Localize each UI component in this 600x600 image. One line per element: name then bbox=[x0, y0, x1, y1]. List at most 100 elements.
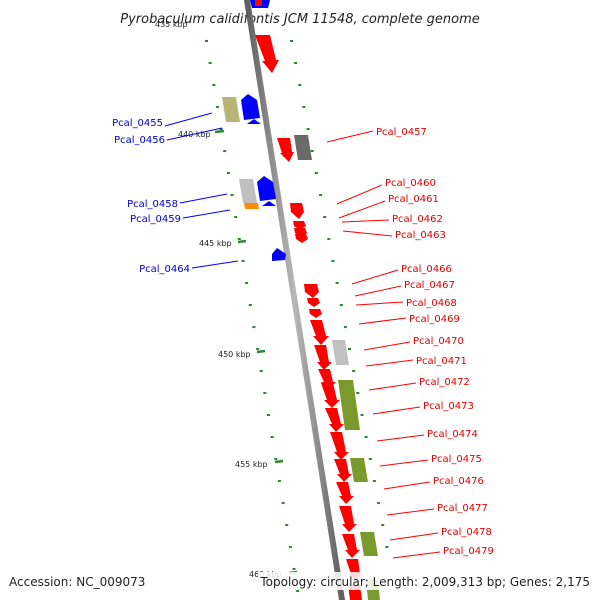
ruler-dot bbox=[319, 194, 322, 196]
label-line-pcal-0455 bbox=[164, 112, 213, 127]
ruler-dot bbox=[219, 128, 223, 130]
gene-label-pcal-0463[interactable]: Pcal_0463 bbox=[395, 230, 446, 241]
map-title: Pyrobaculum calidifontis JCM 11548, comp… bbox=[120, 12, 480, 27]
gene-label-pcal-0458[interactable]: Pcal_0458 bbox=[127, 199, 178, 210]
ruler-dot bbox=[335, 282, 339, 284]
gene-label-pcal-0466[interactable]: Pcal_0466 bbox=[401, 264, 452, 275]
label-line-pcal-0473 bbox=[372, 406, 421, 415]
ruler-dot bbox=[372, 480, 376, 482]
ruler-dot bbox=[212, 84, 216, 86]
ruler-dot bbox=[234, 216, 238, 218]
ruler-dot bbox=[288, 546, 292, 548]
gene-label-pcal-0473[interactable]: Pcal_0473 bbox=[423, 401, 474, 412]
ruler-dot bbox=[302, 106, 306, 108]
gene-gray-left[interactable] bbox=[239, 179, 257, 203]
ruler-dot bbox=[368, 458, 372, 460]
gene-label-pcal-0459[interactable]: Pcal_0459 bbox=[130, 214, 181, 225]
gene-pcal-0466[interactable] bbox=[304, 284, 319, 298]
tick-label-435: 435 kbp bbox=[155, 20, 188, 29]
ruler-dot bbox=[381, 524, 385, 526]
tick-mark-450 bbox=[256, 349, 266, 354]
gene-pcal-0457[interactable] bbox=[277, 138, 294, 162]
gene-label-pcal-0471[interactable]: Pcal_0471 bbox=[416, 356, 467, 367]
gene-pcal-0477[interactable] bbox=[339, 506, 357, 532]
label-line-pcal-0476 bbox=[383, 481, 431, 490]
ruler-dot bbox=[323, 216, 327, 218]
gene-pcal-0468[interactable] bbox=[309, 309, 322, 318]
gene-pcal-0460[interactable] bbox=[290, 203, 304, 219]
gene-pcal-0464[interactable] bbox=[272, 248, 286, 261]
gene-label-pcal-0461[interactable]: Pcal_0461 bbox=[388, 194, 439, 205]
gene-pcal-0459[interactable] bbox=[244, 203, 259, 209]
label-line-pcal-0467 bbox=[354, 285, 402, 297]
gene-pcal-0456[interactable] bbox=[241, 94, 260, 120]
gene-label-pcal-0479[interactable]: Pcal_0479 bbox=[443, 546, 494, 557]
gene-label-pcal-0457[interactable]: Pcal_0457 bbox=[376, 127, 427, 138]
gene-pcal-0461[interactable] bbox=[293, 221, 306, 230]
gene-pcal-0474[interactable] bbox=[330, 432, 349, 460]
ruler-dot bbox=[348, 348, 351, 350]
genome-backbone bbox=[244, 0, 345, 600]
gene-pcal-0473[interactable] bbox=[325, 408, 344, 432]
gene-red-435[interactable] bbox=[255, 35, 279, 73]
label-line-pcal-0470 bbox=[363, 341, 411, 351]
gene-label-pcal-0472[interactable]: Pcal_0472 bbox=[419, 377, 470, 388]
ruler-dot bbox=[331, 260, 335, 262]
label-line-pcal-0456 bbox=[166, 127, 223, 141]
gene-pcal-0472-olive[interactable] bbox=[338, 380, 360, 430]
gene-label-pcal-0467[interactable]: Pcal_0467 bbox=[404, 280, 455, 291]
label-line-pcal-0461 bbox=[338, 200, 386, 219]
label-line-pcal-0469 bbox=[358, 317, 407, 325]
ruler-dot bbox=[245, 282, 249, 284]
gene-label-pcal-0460[interactable]: Pcal_0460 bbox=[385, 178, 436, 189]
tick-label-450: 450 kbp bbox=[218, 350, 251, 359]
ruler-dot bbox=[314, 172, 318, 174]
ruler-dot bbox=[356, 392, 360, 394]
ruler-dot bbox=[343, 326, 347, 328]
gene-label-pcal-0478[interactable]: Pcal_0478 bbox=[441, 527, 492, 538]
gene-label-pcal-0469[interactable]: Pcal_0469 bbox=[409, 314, 460, 325]
label-line-pcal-0457 bbox=[326, 130, 374, 143]
gene-pcal-0472[interactable] bbox=[321, 383, 340, 408]
label-line-pcal-0460 bbox=[336, 184, 383, 205]
gene-pcal-0476[interactable] bbox=[336, 482, 354, 504]
ruler-dot bbox=[306, 128, 310, 130]
gene-label-pcal-0456[interactable]: Pcal_0456 bbox=[114, 135, 165, 146]
gene-label-pcal-0462[interactable]: Pcal_0462 bbox=[392, 214, 443, 225]
gene-pcal-0470-gray[interactable] bbox=[332, 340, 349, 365]
gene-label-pcal-0464[interactable]: Pcal_0464 bbox=[139, 264, 190, 275]
gene-label-pcal-0475[interactable]: Pcal_0475 bbox=[431, 454, 482, 465]
gene-pcal-0475-olive[interactable] bbox=[350, 458, 368, 482]
gene-label-pcal-0468[interactable]: Pcal_0468 bbox=[406, 298, 457, 309]
gene-pcal-0455[interactable] bbox=[222, 97, 240, 122]
ruler-dot bbox=[252, 326, 256, 328]
gene-pcal-0467[interactable] bbox=[307, 298, 320, 307]
label-line-pcal-0463 bbox=[342, 230, 393, 237]
label-line-pcal-0478 bbox=[389, 532, 439, 541]
ruler-dot bbox=[290, 40, 293, 42]
gene-label-pcal-0470[interactable]: Pcal_0470 bbox=[413, 336, 464, 347]
gene-label-pcal-0455[interactable]: Pcal_0455 bbox=[112, 118, 163, 129]
gene-label-pcal-0477[interactable]: Pcal_0477 bbox=[437, 503, 488, 514]
gene-pcal-0463[interactable] bbox=[295, 234, 308, 243]
label-line-pcal-0468 bbox=[355, 301, 404, 306]
ruler-dot bbox=[208, 62, 212, 64]
footer-summary: Topology: circular; Length: 2,009,313 bp… bbox=[259, 575, 590, 589]
label-line-pcal-0462 bbox=[341, 219, 390, 223]
gene-pcal-0470[interactable] bbox=[314, 345, 332, 370]
label-line-pcal-0458 bbox=[179, 193, 228, 204]
gene-pcal-0469[interactable] bbox=[310, 320, 329, 345]
gene-label-pcal-0474[interactable]: Pcal_0474 bbox=[427, 429, 478, 440]
gene-pcal-0458[interactable] bbox=[257, 176, 276, 201]
gene-pcal-0478-olive[interactable] bbox=[360, 532, 378, 556]
gene-pcal-0475[interactable] bbox=[334, 459, 352, 482]
tick-mark-455 bbox=[274, 459, 284, 464]
gene-label-pcal-0476[interactable]: Pcal_0476 bbox=[433, 476, 484, 487]
label-line-pcal-0466 bbox=[351, 269, 399, 285]
gene-red-top bbox=[255, 0, 262, 6]
gene-pcal-0457-gray[interactable] bbox=[294, 135, 312, 160]
ruler-dot bbox=[281, 502, 285, 504]
forward-strand-genes bbox=[255, 0, 380, 600]
gene-pcal-0478[interactable] bbox=[342, 534, 360, 558]
